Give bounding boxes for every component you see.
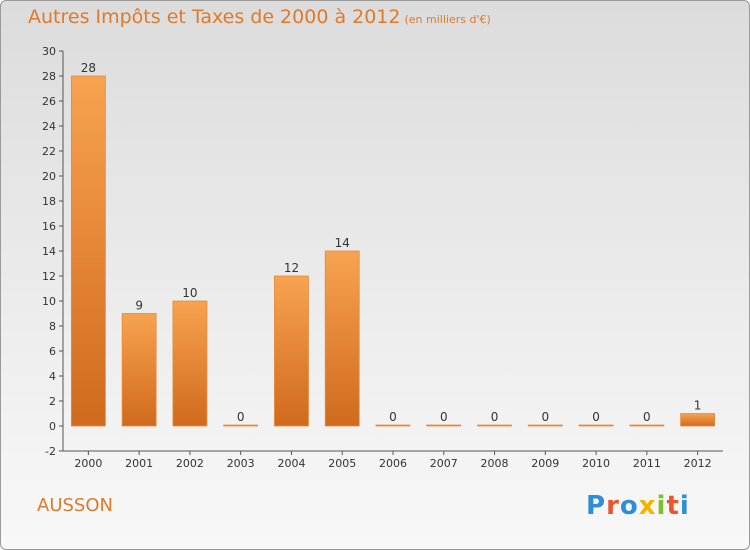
x-tick-label: 2000 bbox=[74, 457, 102, 470]
bar bbox=[527, 424, 563, 427]
data-label: 0 bbox=[541, 410, 549, 424]
y-tick-label: 0 bbox=[49, 420, 56, 433]
town-name: AUSSON bbox=[37, 495, 113, 516]
chart-title: Autres Impôts et Taxes de 2000 à 2012 (en… bbox=[28, 6, 491, 28]
logo-letter: t bbox=[666, 491, 680, 521]
bar bbox=[324, 250, 360, 427]
x-tick-label: 2001 bbox=[125, 457, 153, 470]
y-tick-label: -2 bbox=[45, 445, 56, 458]
y-tick-label: 24 bbox=[42, 120, 56, 133]
data-label: 28 bbox=[81, 61, 96, 75]
logo-letter: i bbox=[656, 491, 667, 521]
data-label: 9 bbox=[135, 299, 143, 313]
y-tick-label: 18 bbox=[42, 195, 56, 208]
bar bbox=[578, 424, 614, 427]
data-label: 0 bbox=[389, 410, 397, 424]
data-label: 0 bbox=[643, 410, 651, 424]
x-tick-label: 2002 bbox=[176, 457, 204, 470]
data-label: 1 bbox=[694, 399, 702, 413]
x-tick-label: 2005 bbox=[328, 457, 356, 470]
y-tick-label: 28 bbox=[42, 70, 56, 83]
title-text: Autres Impôts et Taxes de 2000 à 2012 bbox=[28, 6, 401, 28]
x-tick-label: 2006 bbox=[379, 457, 407, 470]
y-tick-label: 2 bbox=[49, 395, 56, 408]
bar bbox=[70, 75, 106, 427]
x-tick-label: 2012 bbox=[684, 457, 712, 470]
data-label: 0 bbox=[491, 410, 499, 424]
data-label: 0 bbox=[440, 410, 448, 424]
y-tick-label: 26 bbox=[42, 95, 56, 108]
bar bbox=[274, 275, 309, 427]
proxiti-logo: Proxiti bbox=[586, 491, 690, 521]
bar bbox=[629, 424, 665, 427]
logo-letter: i bbox=[679, 491, 690, 521]
y-tick-label: 16 bbox=[42, 220, 56, 233]
logo-letter: r bbox=[606, 491, 620, 521]
y-tick-label: 8 bbox=[49, 320, 56, 333]
title-unit: (en milliers d'€) bbox=[404, 13, 491, 26]
logo-letter: x bbox=[638, 491, 657, 521]
y-tick-label: 14 bbox=[42, 245, 56, 258]
x-tick-label: 2007 bbox=[430, 457, 458, 470]
bar bbox=[477, 424, 512, 427]
logo-letter: o bbox=[619, 491, 639, 521]
y-tick-label: 4 bbox=[49, 370, 56, 383]
data-label: 10 bbox=[182, 286, 197, 300]
bar bbox=[172, 300, 208, 427]
y-tick-label: 6 bbox=[49, 345, 56, 358]
data-label: 0 bbox=[592, 410, 600, 424]
x-tick-label: 2011 bbox=[633, 457, 661, 470]
x-tick-label: 2003 bbox=[227, 457, 255, 470]
bar bbox=[121, 313, 157, 427]
y-tick-label: 20 bbox=[42, 170, 56, 183]
y-tick-label: 22 bbox=[42, 145, 56, 158]
bar bbox=[223, 424, 259, 427]
logo-letter: P bbox=[586, 491, 607, 521]
x-tick-label: 2004 bbox=[277, 457, 305, 470]
bar bbox=[375, 424, 411, 427]
bar bbox=[426, 424, 462, 427]
y-tick-label: 12 bbox=[42, 270, 56, 283]
x-tick-label: 2009 bbox=[531, 457, 559, 470]
y-tick-label: 10 bbox=[42, 295, 56, 308]
data-label: 12 bbox=[284, 261, 299, 275]
y-tick-label: 30 bbox=[42, 45, 56, 58]
bar bbox=[680, 413, 716, 427]
data-label: 14 bbox=[335, 236, 350, 250]
x-tick-label: 2010 bbox=[582, 457, 610, 470]
data-label: 0 bbox=[237, 410, 245, 424]
x-tick-label: 2008 bbox=[481, 457, 509, 470]
